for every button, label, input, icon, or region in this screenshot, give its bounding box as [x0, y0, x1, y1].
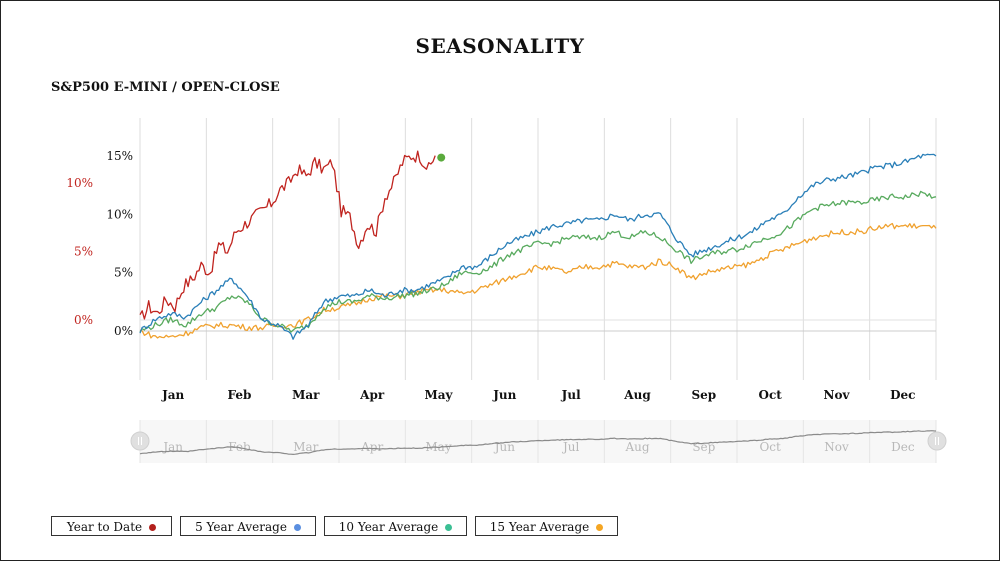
legend-item-year-to-date[interactable]: Year to Date [51, 516, 172, 536]
navigator-line [139, 430, 937, 456]
month-label: Mar [292, 388, 320, 402]
month-label: Jul [561, 388, 581, 402]
navigator-month-label: Apr [360, 440, 383, 454]
navigator-left-handle[interactable] [130, 431, 150, 451]
ytd-tick-label: 10% [66, 176, 93, 190]
navigator-month-label: Jul [561, 440, 580, 454]
month-label: Feb [228, 388, 252, 402]
range-navigator[interactable]: Jan Feb Mar Apr May Jun Jul Aug Sep Oct Nov Dec [130, 420, 947, 463]
navigator-month-label: Jan [161, 440, 183, 454]
legend-label: 15 Year Average [489, 520, 590, 534]
navigator-month-label: Oct [759, 440, 781, 454]
seasonality-chart: 0% 5% 10% 0% 5% 10% 15% Jan Feb Mar Apr May Jun Jul… [66, 118, 947, 463]
legend-item-10-year-average[interactable]: 10 Year Average [324, 516, 467, 536]
chart-subtitle: S&P500 E-MINI / OPEN-CLOSE [51, 80, 280, 95]
month-label: Oct [759, 388, 783, 402]
navigator-right-handle[interactable] [927, 431, 947, 451]
legend-label: 5 Year Average [195, 520, 287, 534]
navigator-month-label: Feb [228, 440, 251, 454]
series-line-year-to-date [139, 150, 436, 320]
legend-dot-icon [149, 524, 157, 531]
ytd-tick-label: 0% [74, 313, 93, 327]
series-line-15-year-average [139, 222, 937, 339]
grid-lines [139, 118, 937, 380]
legend-label: 10 Year Average [338, 520, 439, 534]
month-label: Aug [623, 388, 651, 402]
average-tick-label: 10% [106, 207, 133, 221]
month-label: Nov [824, 388, 851, 402]
average-tick-label: 15% [106, 149, 133, 163]
legend-dot-icon [596, 524, 604, 531]
ytd-end-marker [437, 153, 446, 162]
legend-label: Year to Date [66, 520, 143, 534]
month-label: Apr [359, 388, 385, 402]
ytd-tick-label: 5% [74, 245, 93, 259]
legend-dot-icon [445, 524, 453, 531]
legend-item-5-year-average[interactable]: 5 Year Average [180, 516, 316, 536]
month-label: Sep [691, 388, 716, 402]
average-tick-label: 0% [114, 324, 133, 338]
legend-dot-icon [293, 524, 301, 531]
series-line-5-year-average [139, 153, 937, 340]
ytd-y-axis: 0% 5% 10% [66, 176, 93, 327]
month-axis: Jan Feb Mar Apr May Jun Jul Aug Sep Oct Nov Dec [161, 388, 915, 402]
page-title: SEASONALITY [415, 34, 585, 58]
navigator-month-label: Aug [624, 440, 649, 454]
month-label: Dec [890, 388, 915, 402]
month-label: Jan [161, 388, 184, 402]
navigator-month-label: Dec [891, 440, 915, 454]
average-y-axis: 0% 5% 10% 15% [106, 149, 133, 338]
legend-item-15-year-average[interactable]: 15 Year Average [475, 516, 618, 536]
navigator-month-label: Nov [824, 440, 849, 454]
navigator-month-label: Mar [293, 440, 318, 454]
month-label: May [424, 388, 453, 402]
average-tick-label: 5% [114, 266, 133, 280]
series-lines [139, 150, 937, 340]
month-label: Jun [492, 388, 516, 402]
